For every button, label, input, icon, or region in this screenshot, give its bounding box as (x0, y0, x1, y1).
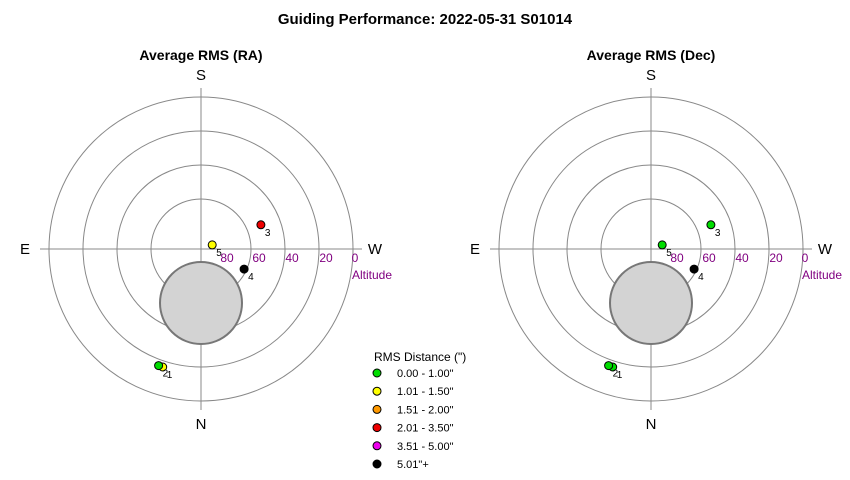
altitude-tick-label: 0 (802, 251, 809, 265)
legend-item: 5.01"+ (372, 459, 429, 471)
legend-label: 5.01"+ (397, 459, 429, 471)
compass-east: E (470, 241, 480, 258)
altitude-tick-label: 0 (352, 251, 359, 265)
compass-south: S (646, 67, 656, 84)
legend-swatch (372, 459, 382, 469)
data-point-label: 4 (698, 272, 704, 283)
data-point-label: 5 (666, 248, 672, 259)
legend-item: 3.51 - 5.00" (372, 441, 454, 453)
altitude-tick-label: 80 (670, 251, 684, 265)
plot-title: Average RMS (RA) (139, 47, 262, 63)
legend-label: 2.01 - 3.50" (397, 423, 454, 435)
compass-north: N (646, 416, 657, 433)
legend-label: 1.01 - 1.50" (397, 386, 454, 398)
polar-plot-2: Average RMS (Dec) S N E W 80 60 40 20 0 Altitude 12… (470, 47, 842, 433)
legend-item: 1.51 - 2.00" (372, 404, 454, 416)
legend-item: 2.01 - 3.50" (372, 423, 454, 435)
data-point (689, 264, 699, 274)
data-point-label: 3 (715, 228, 721, 239)
plots: Average RMS (RA)SNE W80 60 40 20 0Altitude123… (20, 47, 842, 433)
legend-swatch (372, 386, 382, 396)
data-point (154, 361, 164, 371)
compass-west: W (368, 241, 383, 258)
data-point (657, 240, 667, 250)
compass-east: E (20, 241, 30, 258)
compass-west: W (818, 241, 833, 258)
data-point-label: 4 (248, 272, 254, 283)
legend-swatch (372, 368, 382, 378)
altitude-axis-label: Altitude (802, 268, 842, 282)
data-point-label: 1 (617, 370, 623, 381)
legend: RMS Distance (") 0.00 - 1.00" 1.01 - 1.50"… (372, 350, 466, 471)
polar-plot-1: Average RMS (RA) S N E W 80 60 40 20 0 Altitude 12 3… (20, 47, 392, 433)
compass-north: N (196, 416, 207, 433)
data-point-label: 2 (163, 369, 169, 380)
altitude-tick-label: 20 (319, 251, 333, 265)
data-point (207, 240, 217, 250)
data-point (706, 220, 716, 230)
legend-label: 1.51 - 2.00" (397, 404, 454, 416)
data-point-label: 2 (613, 369, 619, 380)
data-point-label: 1 (167, 370, 173, 381)
altitude-tick-label: 20 (769, 251, 783, 265)
excluded-zone (159, 261, 243, 345)
compass-south: S (196, 67, 206, 84)
data-point (239, 264, 249, 274)
legend-label: 3.51 - 5.00" (397, 441, 454, 453)
legend-item: 0.00 - 1.00" (372, 368, 454, 380)
legend-item: 1.01 - 1.50" (372, 386, 454, 398)
altitude-tick-label: 40 (285, 251, 299, 265)
data-point (256, 220, 266, 230)
legend-swatch (372, 423, 382, 433)
legend-swatch (372, 404, 382, 414)
legend-title: RMS Distance (") (374, 350, 466, 364)
altitude-axis-label: Altitude (352, 268, 392, 282)
data-point-label: 5 (216, 248, 222, 259)
figure-title: Guiding Performance: 2022-05-31 S01014 (278, 11, 573, 28)
altitude-tick-label: 40 (735, 251, 749, 265)
excluded-zone (609, 261, 693, 345)
data-point-label: 3 (265, 228, 271, 239)
altitude-tick-label: 60 (702, 251, 716, 265)
data-point (604, 361, 614, 371)
plot-title: Average RMS (Dec) (587, 47, 716, 63)
altitude-tick-label: 60 (252, 251, 266, 265)
legend-label: 0.00 - 1.00" (397, 368, 454, 380)
altitude-tick-label: 80 (220, 251, 234, 265)
legend-swatch (372, 441, 382, 451)
